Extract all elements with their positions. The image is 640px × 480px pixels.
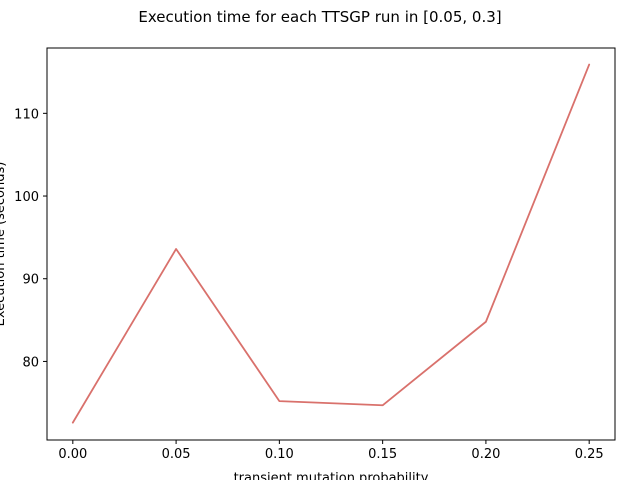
y-axis-label: Execution time (seconds) <box>0 162 8 327</box>
series-line <box>71 63 591 424</box>
y-tick-label: 110 <box>14 107 39 122</box>
chart-title: Execution time for each TTSGP run in [0.… <box>138 8 501 26</box>
series-layer <box>71 63 591 424</box>
plot-area <box>46 47 616 441</box>
x-tick-label: 0.05 <box>162 447 191 462</box>
x-tick-label: 0.10 <box>265 447 294 462</box>
x-axis-ticks: 0.00 0.05 0.10 0.15 0.20 0.25 <box>58 440 604 462</box>
plot-frame <box>46 47 616 441</box>
y-tick-label: 80 <box>22 355 39 370</box>
y-axis-ticks: 80 90 100 110 <box>14 107 47 370</box>
x-tick-label: 0.15 <box>368 447 397 462</box>
x-tick-label: 0.25 <box>575 447 604 462</box>
x-axis-label: transient mutation probability <box>234 471 429 480</box>
x-tick-label: 0.00 <box>58 447 87 462</box>
x-tick-label: 0.20 <box>471 447 500 462</box>
y-tick-label: 100 <box>14 190 39 205</box>
y-tick-label: 90 <box>22 273 39 288</box>
